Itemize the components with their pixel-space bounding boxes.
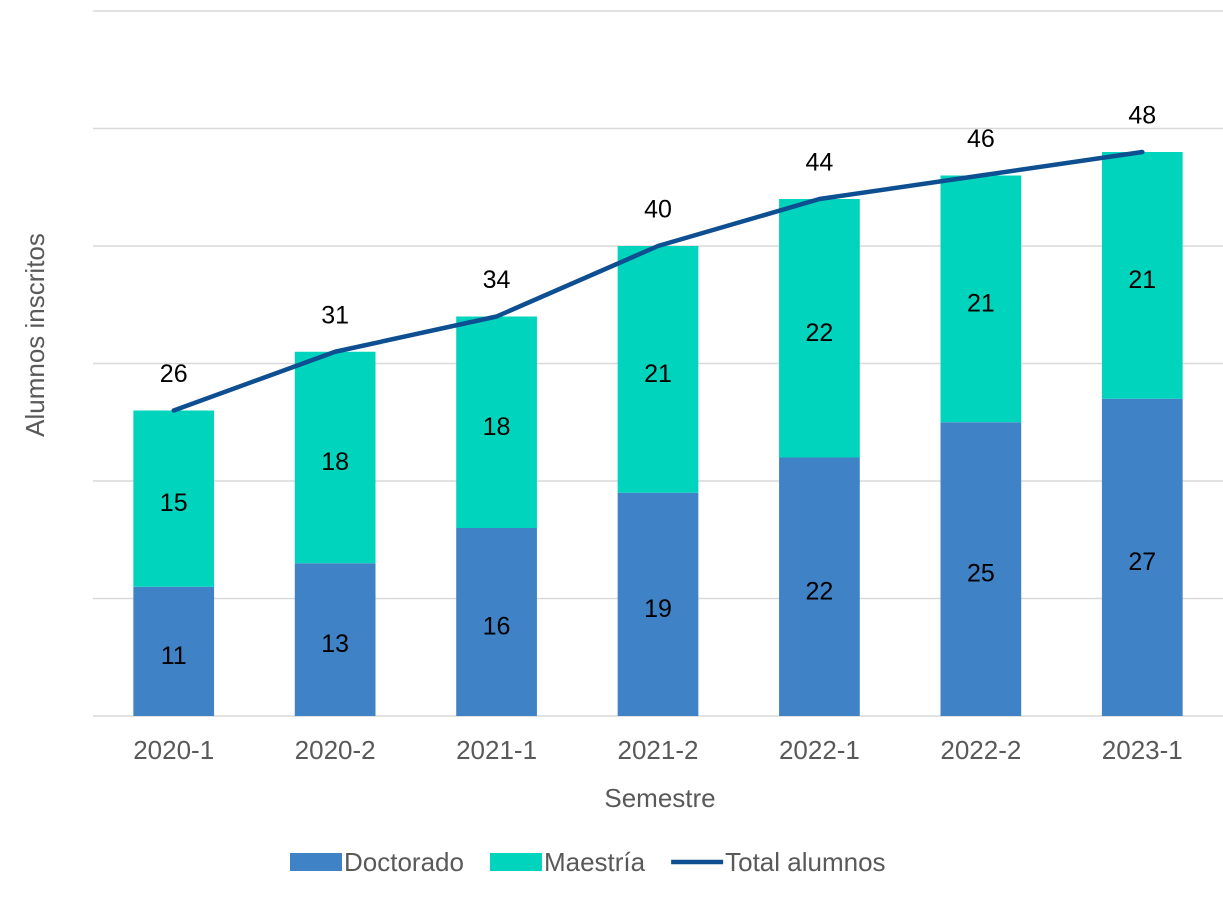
bar-segment [294, 563, 376, 716]
bar-segment [617, 492, 699, 716]
bar-segment [779, 457, 860, 716]
bar-segment [456, 316, 537, 528]
data-label: 18 [483, 413, 511, 441]
x-tick-label: 2021-2 [618, 735, 699, 765]
data-label: 31 [321, 301, 349, 329]
legend-swatch [489, 853, 542, 871]
legend-label: Doctorado [344, 847, 464, 877]
data-label: 18 [321, 448, 349, 476]
legend-label: Maestría [544, 847, 646, 877]
x-tick-label: 2020-2 [295, 735, 376, 765]
x-tick-label: 2020-1 [133, 735, 214, 765]
data-label: 21 [1128, 266, 1156, 294]
data-label: 44 [806, 149, 834, 177]
x-tick-label: 2021-1 [456, 735, 537, 765]
x-tick-label: 2022-2 [940, 735, 1021, 765]
bar-segment [1101, 398, 1183, 716]
data-label: 27 [1128, 548, 1156, 576]
data-label: 25 [967, 560, 995, 588]
y-axis-title: Alumnos inscritos [20, 233, 50, 437]
data-label: 22 [806, 577, 834, 605]
data-label: 46 [967, 125, 995, 153]
data-label: 26 [160, 360, 188, 388]
data-label: 16 [483, 613, 511, 641]
data-label: 40 [644, 196, 672, 224]
bar-segment [133, 410, 215, 587]
data-label: 19 [644, 595, 672, 623]
data-label: 13 [321, 630, 349, 658]
bar-segment [940, 175, 1022, 423]
data-label: 21 [644, 360, 672, 388]
data-label: 48 [1128, 102, 1156, 130]
bar-segment [940, 422, 1022, 716]
data-label: 34 [483, 266, 511, 294]
bar-segment [456, 528, 537, 716]
bar-segment [617, 246, 699, 493]
x-tick-label: 2022-1 [779, 735, 860, 765]
bar-segment [1101, 152, 1183, 399]
legend-swatch [290, 853, 342, 871]
data-label: 15 [160, 489, 188, 517]
bar-segment [779, 199, 860, 458]
bar-segment [133, 586, 215, 716]
data-label: 21 [967, 289, 995, 317]
legend-label: Total alumnos [725, 847, 885, 877]
x-axis-title: Semestre [604, 783, 715, 813]
data-label: 22 [806, 319, 834, 347]
bar-segment [294, 351, 376, 564]
line [171, 149, 1145, 413]
x-tick-label: 2023-1 [1102, 735, 1183, 765]
data-label: 11 [161, 642, 187, 670]
